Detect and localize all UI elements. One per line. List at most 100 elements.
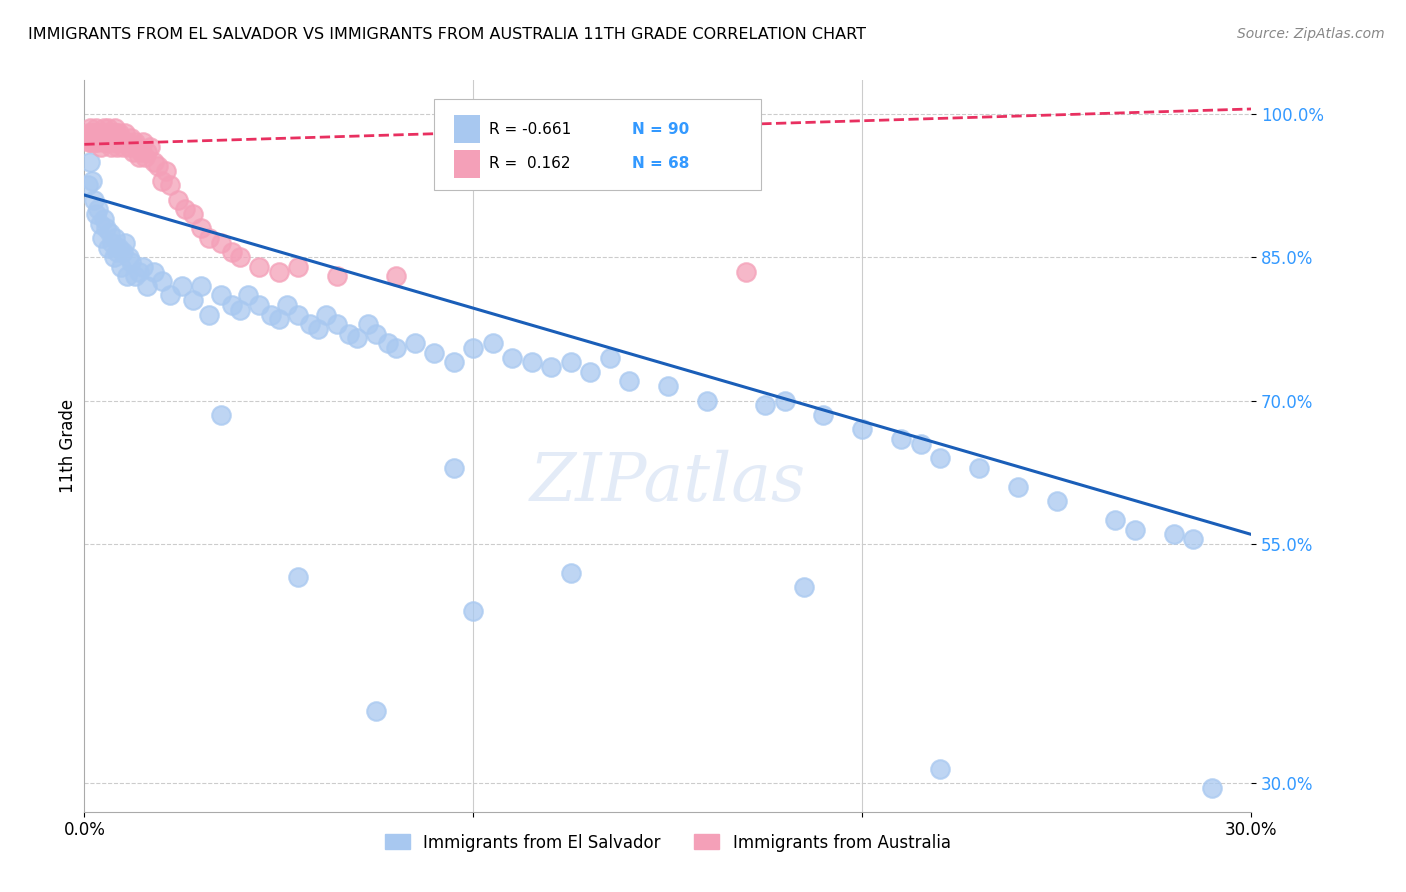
Point bbox=[79, 154, 101, 169]
Point bbox=[967, 460, 990, 475]
Point bbox=[443, 355, 465, 369]
Point bbox=[93, 121, 115, 136]
Point bbox=[120, 255, 142, 269]
Point bbox=[357, 317, 380, 331]
Point bbox=[579, 365, 602, 379]
Point bbox=[198, 308, 221, 322]
Point bbox=[287, 570, 309, 584]
Point bbox=[910, 436, 932, 450]
Point bbox=[851, 422, 873, 436]
Point bbox=[1123, 523, 1146, 537]
Point bbox=[118, 140, 141, 154]
Point bbox=[143, 154, 166, 169]
Point bbox=[90, 140, 112, 154]
Point bbox=[132, 136, 155, 150]
Point bbox=[221, 245, 243, 260]
Point bbox=[159, 288, 181, 302]
Point bbox=[377, 336, 399, 351]
Point bbox=[98, 227, 121, 241]
Point bbox=[1104, 513, 1126, 527]
Point bbox=[101, 126, 124, 140]
Point bbox=[82, 130, 104, 145]
Point bbox=[166, 193, 188, 207]
Point bbox=[112, 245, 135, 260]
Point bbox=[366, 704, 388, 718]
Point bbox=[86, 136, 108, 150]
Point bbox=[93, 211, 115, 226]
Point bbox=[100, 140, 122, 154]
Point bbox=[501, 351, 523, 365]
Point bbox=[84, 136, 107, 150]
Point bbox=[107, 245, 129, 260]
Point bbox=[696, 393, 718, 408]
Point bbox=[384, 341, 406, 355]
Point bbox=[93, 130, 115, 145]
Point bbox=[463, 604, 485, 618]
Legend: Immigrants from El Salvador, Immigrants from Australia: Immigrants from El Salvador, Immigrants … bbox=[378, 827, 957, 858]
Point bbox=[159, 178, 181, 193]
Point bbox=[98, 126, 121, 140]
Point bbox=[91, 136, 114, 150]
Point bbox=[813, 408, 835, 422]
Point bbox=[134, 150, 156, 164]
Point bbox=[1181, 533, 1204, 547]
Point bbox=[97, 241, 120, 255]
Point bbox=[209, 235, 232, 250]
Point bbox=[229, 250, 252, 264]
Point bbox=[82, 174, 104, 188]
Point bbox=[890, 432, 912, 446]
Point bbox=[929, 762, 952, 776]
Point bbox=[135, 278, 157, 293]
Point bbox=[80, 136, 103, 150]
Point bbox=[463, 341, 485, 355]
Point bbox=[155, 164, 177, 178]
Point bbox=[249, 298, 271, 312]
Point bbox=[221, 298, 243, 312]
Point bbox=[107, 130, 129, 145]
Point bbox=[249, 260, 271, 274]
Point bbox=[129, 145, 152, 159]
Point bbox=[108, 241, 131, 255]
Point bbox=[326, 317, 349, 331]
Text: R = -0.661: R = -0.661 bbox=[489, 122, 572, 136]
Point bbox=[793, 580, 815, 594]
Text: N = 90: N = 90 bbox=[631, 122, 689, 136]
Point bbox=[1163, 527, 1185, 541]
Point bbox=[83, 126, 105, 140]
Point bbox=[110, 260, 132, 274]
FancyBboxPatch shape bbox=[454, 150, 479, 178]
Point bbox=[404, 336, 426, 351]
Point bbox=[77, 178, 100, 193]
Point bbox=[87, 202, 110, 217]
Text: Source: ZipAtlas.com: Source: ZipAtlas.com bbox=[1237, 27, 1385, 41]
Point bbox=[115, 269, 138, 284]
Point bbox=[540, 360, 562, 375]
Point bbox=[520, 355, 543, 369]
Point bbox=[315, 308, 337, 322]
Point bbox=[84, 121, 107, 136]
Point bbox=[734, 264, 756, 278]
Point bbox=[267, 312, 290, 326]
Point bbox=[260, 308, 283, 322]
Point bbox=[128, 150, 150, 164]
Point bbox=[97, 121, 120, 136]
Point bbox=[150, 174, 173, 188]
Point bbox=[104, 231, 127, 245]
Point bbox=[125, 140, 148, 154]
Point bbox=[100, 130, 122, 145]
Point bbox=[87, 126, 110, 140]
Point bbox=[89, 130, 111, 145]
Point bbox=[114, 235, 136, 250]
Point bbox=[112, 140, 135, 154]
Point bbox=[298, 317, 321, 331]
Point bbox=[560, 566, 582, 580]
Text: ZIPatlas: ZIPatlas bbox=[530, 450, 806, 516]
Point bbox=[94, 221, 117, 235]
Point bbox=[1201, 780, 1223, 795]
Point bbox=[124, 269, 146, 284]
Point bbox=[170, 278, 193, 293]
Point bbox=[366, 326, 388, 341]
Point bbox=[79, 121, 101, 136]
Point bbox=[114, 126, 136, 140]
Point bbox=[107, 140, 129, 154]
